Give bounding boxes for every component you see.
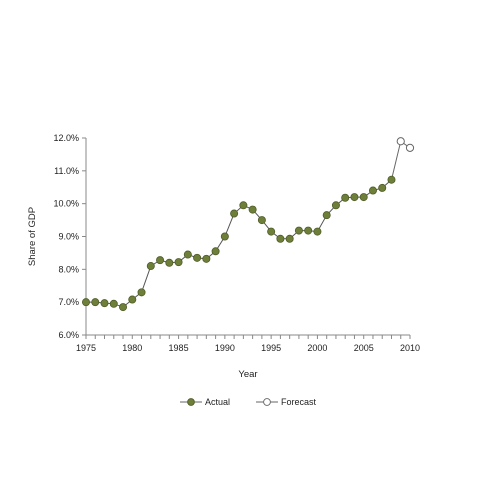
legend-label-forecast: Forecast: [281, 397, 317, 407]
data-point-actual: [239, 201, 248, 210]
data-point-actual: [156, 256, 165, 265]
data-point-forecast: [405, 143, 415, 152]
data-point-actual: [183, 250, 192, 259]
data-point-actual: [174, 258, 183, 267]
data-point-actual: [387, 175, 396, 184]
data-point-actual: [378, 183, 387, 192]
y-axis-title: Share of GDP: [27, 207, 38, 266]
legend-label-actual: Actual: [205, 397, 230, 407]
x-tick-label: 2005: [354, 343, 374, 353]
legend: Actual Forecast: [180, 397, 317, 407]
data-point-actual: [341, 193, 350, 202]
data-point-actual: [100, 299, 109, 308]
data-point-actual: [267, 227, 276, 236]
legend-item-actual: Actual: [180, 397, 230, 407]
legend-marker-actual: [187, 398, 195, 406]
data-point-actual: [359, 193, 368, 202]
data-point-actual: [257, 216, 266, 225]
data-point-actual: [119, 303, 128, 312]
data-point-actual: [220, 232, 229, 241]
legend-marker-forecast: [263, 398, 271, 406]
x-tick-label: 1975: [76, 343, 96, 353]
y-tick-label: 8.0%: [58, 264, 79, 274]
data-point-actual: [304, 226, 313, 235]
data-point-actual: [368, 186, 377, 195]
data-point-actual: [109, 299, 118, 308]
x-ticks: 1975 1980 1985 1990 1995 2000 2005 2010: [76, 335, 420, 353]
data-point-actual: [193, 253, 202, 262]
data-point-actual: [331, 201, 340, 210]
data-point-actual: [202, 254, 211, 263]
x-tick-label: 1990: [215, 343, 235, 353]
data-point-actual: [248, 205, 257, 214]
data-point-actual: [165, 258, 174, 267]
data-point-actual: [137, 288, 146, 297]
data-point-actual: [313, 227, 322, 236]
y-tick-label: 7.0%: [58, 297, 79, 307]
y-tick-label: 12.0%: [53, 133, 79, 143]
data-point-actual: [211, 247, 220, 256]
x-axis-title: Year: [238, 369, 257, 380]
legend-item-forecast: Forecast: [256, 397, 317, 407]
x-tick-label: 2010: [400, 343, 420, 353]
y-tick-label: 10.0%: [53, 199, 79, 209]
data-point-actual: [82, 298, 91, 307]
x-tick-label: 2000: [307, 343, 327, 353]
data-point-actual: [91, 298, 100, 307]
data-point-actual: [146, 262, 155, 271]
data-point-actual: [322, 211, 331, 220]
data-point-forecast: [396, 137, 405, 146]
y-tick-label: 9.0%: [58, 232, 79, 242]
data-point-actual: [128, 295, 137, 304]
data-point-actual: [294, 226, 303, 235]
series-layer: [82, 137, 415, 312]
y-tick-label: 11.0%: [54, 166, 79, 176]
axes: [85, 138, 410, 336]
y-tick-label: 6.0%: [58, 330, 79, 340]
data-point-actual: [350, 193, 359, 202]
data-point-actual: [230, 209, 239, 218]
x-tick-label: 1985: [169, 343, 189, 353]
data-point-actual: [285, 234, 294, 243]
x-tick-label: 1995: [261, 343, 281, 353]
data-point-actual: [276, 234, 285, 243]
y-ticks: 6.0% 7.0% 8.0% 9.0% 10.0% 11.0% 12.0%: [53, 133, 86, 340]
series-line-actual: [86, 179, 392, 308]
x-tick-label: 1980: [122, 343, 142, 353]
